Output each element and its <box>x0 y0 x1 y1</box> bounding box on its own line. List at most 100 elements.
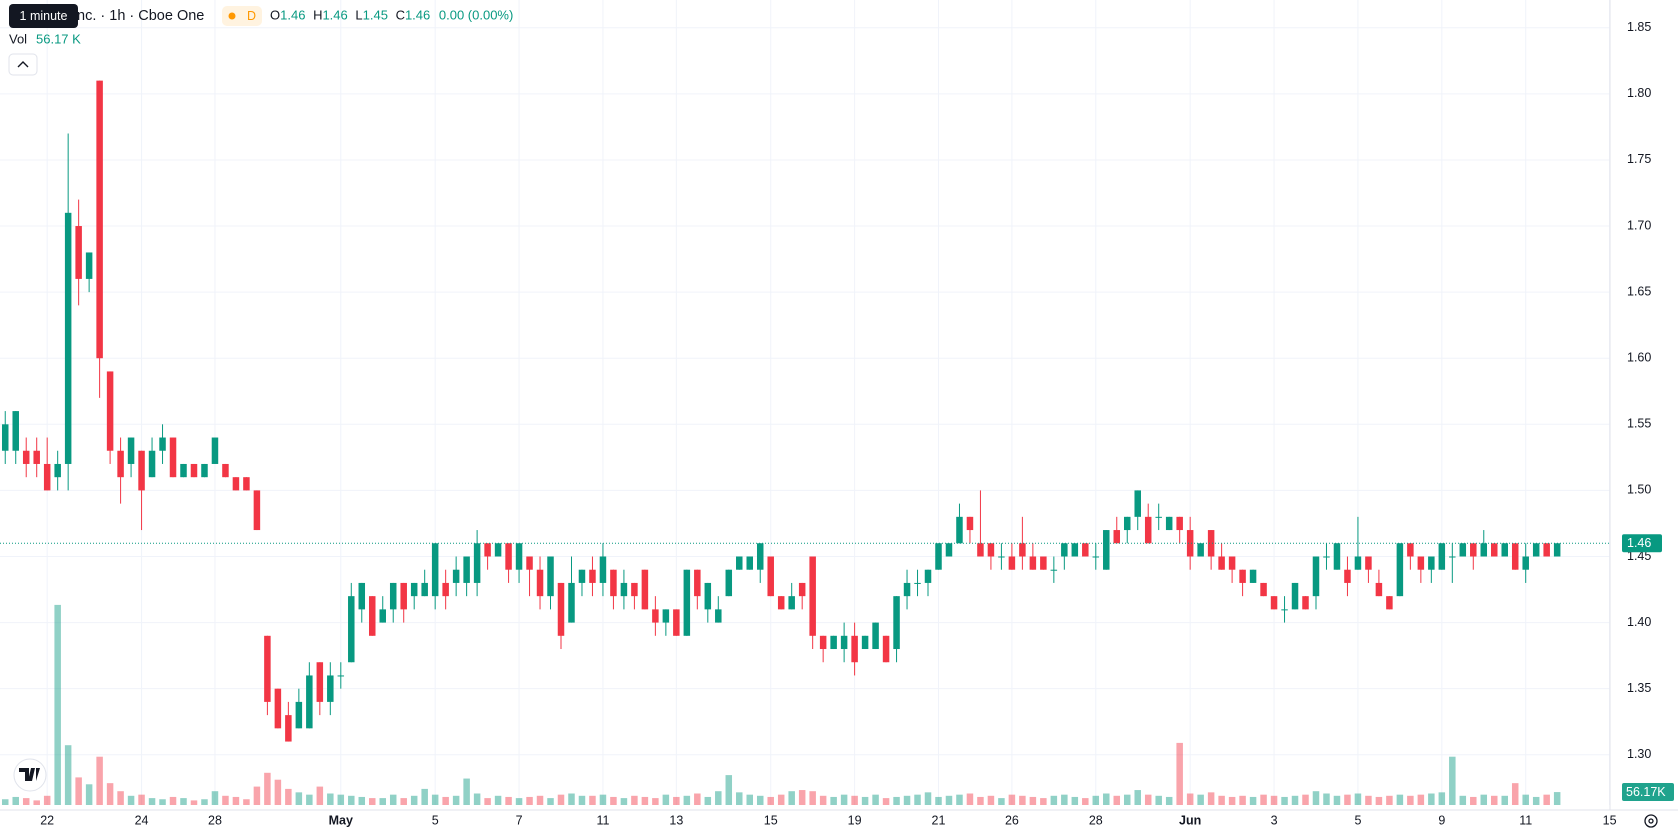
volume-bar <box>421 788 428 805</box>
grid <box>0 0 1611 805</box>
volume-bar <box>1480 794 1488 805</box>
volume-bar <box>547 798 554 805</box>
logo <box>13 758 47 792</box>
x-tick-label: 28 <box>208 813 222 827</box>
volume-bar <box>1365 795 1372 805</box>
volume-bar <box>201 799 208 805</box>
volume-bar <box>169 796 177 805</box>
volume-bar <box>610 796 617 805</box>
candle-body <box>756 543 764 570</box>
y-tick-label: 1.80 <box>1627 86 1651 100</box>
volume-bar <box>746 794 753 805</box>
volume-bar <box>1082 798 1089 805</box>
candle-body <box>966 516 974 531</box>
volume-bar <box>683 795 691 805</box>
candle-body <box>914 582 921 584</box>
volume-bar <box>1207 792 1215 805</box>
badge: D <box>247 9 256 23</box>
x-tick-label: 13 <box>669 813 683 827</box>
candle-body <box>159 437 166 451</box>
candle-body <box>1480 543 1488 557</box>
settings-icon[interactable] <box>1644 814 1658 828</box>
volume-bar <box>1459 795 1467 805</box>
candle-body <box>494 543 502 557</box>
x-tick-label: 28 <box>1089 813 1103 827</box>
candle-body <box>1407 543 1414 557</box>
volume-bar <box>1553 792 1561 805</box>
volume-legend-value: 56.17 K <box>36 31 81 46</box>
volume-bar <box>851 795 858 805</box>
volume-bar <box>1197 794 1204 805</box>
x-tick-label: 19 <box>848 813 862 827</box>
candle-body <box>1092 556 1100 558</box>
candle-body <box>1511 543 1519 570</box>
volume-bar <box>117 791 124 805</box>
volume-bar <box>85 784 93 805</box>
volume-bar <box>138 794 145 805</box>
candle-body <box>515 543 523 570</box>
volume-bar <box>54 604 61 805</box>
volume-bar <box>389 794 397 805</box>
candle-body <box>505 543 512 570</box>
x-tick-label: 22 <box>40 813 54 827</box>
candle-body <box>1386 596 1393 610</box>
candle-body <box>138 450 145 491</box>
x-tick-label: 5 <box>1354 813 1361 827</box>
volume-bar <box>127 795 135 805</box>
candle-body <box>746 556 753 570</box>
y-tick-label: 1.40 <box>1627 615 1651 629</box>
candle-body <box>1291 582 1299 610</box>
price-tag-label: 1.46 <box>1627 536 1651 550</box>
volume-bar <box>1249 796 1257 805</box>
volume-bar <box>348 795 355 805</box>
candle-body <box>924 569 932 583</box>
volume-bar <box>1449 756 1456 805</box>
candle-layer <box>1 80 1561 742</box>
volume-bar <box>43 795 51 805</box>
volume-bar <box>704 796 712 805</box>
volume-bar <box>285 788 292 805</box>
volume-bar <box>620 798 628 805</box>
volume-bar <box>1491 795 1498 805</box>
y-tick-label: 1.60 <box>1627 351 1651 365</box>
y-tick-label: 1.50 <box>1627 483 1651 497</box>
volume-bar <box>463 778 470 805</box>
volume-bar <box>1281 796 1288 805</box>
volume-bar <box>1501 795 1508 805</box>
volume-bar <box>977 796 984 805</box>
candle-body <box>1123 516 1131 531</box>
volume-bar <box>442 796 449 805</box>
candle-body <box>1218 556 1225 570</box>
collapse-button[interactable] <box>8 53 38 76</box>
candle-body <box>54 463 61 478</box>
candle-body <box>809 556 816 636</box>
volume-bar <box>1511 783 1519 805</box>
candle-body <box>369 596 376 636</box>
candle-body <box>715 609 722 623</box>
candle-body <box>1029 556 1037 570</box>
candle-body <box>211 437 219 464</box>
candle-body <box>1103 530 1110 570</box>
volume-bar <box>756 795 764 805</box>
candle-body <box>348 596 355 663</box>
candle-body <box>1082 543 1089 557</box>
volume-bar <box>1386 795 1393 805</box>
candle-body <box>631 582 638 597</box>
volume-bar <box>830 796 837 805</box>
volume-bar <box>1071 796 1079 805</box>
x-tick-label: 3 <box>1271 813 1278 827</box>
candle-body <box>190 463 198 478</box>
candle-body <box>379 609 386 623</box>
candle-body <box>1417 556 1425 570</box>
x-tick-label: 5 <box>432 813 439 827</box>
volume-bar <box>1113 795 1121 805</box>
candle-body <box>536 569 544 597</box>
candle-body <box>788 596 795 610</box>
volume-bar <box>914 794 921 805</box>
x-tick-label: 24 <box>135 813 149 827</box>
candle-body <box>683 569 691 636</box>
volume-bar <box>631 795 638 805</box>
y-tick-label: 1.85 <box>1627 20 1651 34</box>
